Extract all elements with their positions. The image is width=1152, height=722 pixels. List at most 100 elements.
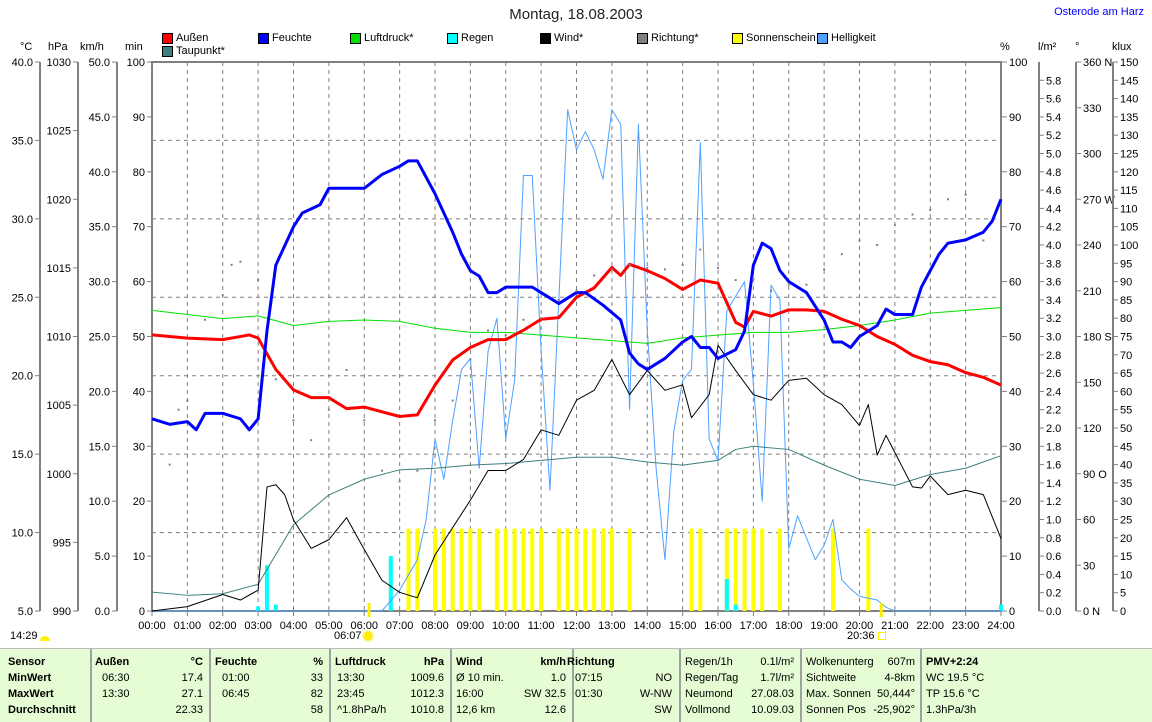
point-richtung: [292, 419, 295, 422]
stats-header-luftdruck: Luftdruck: [335, 656, 386, 668]
axis-label-lm2: 0.6: [1046, 551, 1061, 563]
stats-time: 06:45: [222, 688, 250, 700]
point-richtung: [929, 208, 932, 211]
point-richtung: [310, 439, 313, 442]
point-richtung: [734, 279, 737, 282]
stats-time: 06:30: [102, 672, 130, 684]
stats-header-wind-unit: km/h: [540, 656, 566, 668]
stats-header-sensor: Sensor: [8, 656, 46, 668]
bar-sonnenschein: [574, 528, 579, 611]
axis-label-lm2: 1.2: [1046, 496, 1061, 508]
x-tick-label: 09:00: [457, 620, 485, 632]
axis-label-C: 35.0: [12, 135, 33, 147]
point-richtung: [504, 333, 507, 336]
axis-label-hPa: 1005: [47, 400, 71, 412]
x-tick-label: 01:00: [174, 620, 202, 632]
legend-label: Luftdruck*: [364, 32, 414, 44]
axis-unit-min: min: [125, 41, 143, 53]
legend-item: Wind*: [540, 32, 583, 44]
legend-item: Luftdruck*: [350, 32, 414, 44]
axis-label-hPa: 1015: [47, 263, 71, 275]
sunset: 20:36: [847, 630, 886, 642]
axis-label-pct: 10: [1009, 551, 1021, 563]
axis-label-pct: 60: [1009, 277, 1021, 289]
point-richtung: [805, 283, 808, 286]
point-richtung: [274, 378, 277, 381]
sunset-time: 20:36: [847, 630, 875, 642]
axis-label-klux: 5: [1120, 588, 1126, 600]
legend-item: Sonnenschein: [732, 32, 816, 44]
axis-label-klux: 25: [1120, 515, 1132, 527]
stats-extra-value: 27.08.03: [751, 688, 794, 700]
point-richtung: [752, 277, 755, 280]
stats-time: ^1.8hPa/h: [337, 704, 387, 716]
point-richtung: [327, 408, 330, 411]
axis-label-kmh: 40.0: [89, 167, 110, 179]
stats-value: SW 32.5: [523, 688, 566, 700]
point-richtung: [663, 268, 666, 271]
bar-sonnenschein: [601, 528, 606, 611]
axis-label-klux: 135: [1120, 112, 1138, 124]
x-tick-label: 20:00: [846, 620, 874, 632]
point-richtung: [858, 239, 861, 242]
bar-sonnenschein: [521, 528, 526, 611]
axis-label-klux: 150: [1120, 57, 1138, 69]
axis-label-lm2: 5.0: [1046, 149, 1061, 161]
stats-extra-label: Sonnen Pos: [806, 704, 866, 716]
stats-value: 33: [310, 672, 323, 684]
x-tick-label: 06:00: [350, 620, 378, 632]
axis-label-kmh: 50.0: [89, 57, 110, 69]
bar-sonnenschein: [494, 528, 499, 611]
stats-time: Ø 10 min.: [456, 672, 504, 684]
bar-sonnenschein: [468, 528, 473, 611]
axis-label-lm2: 3.8: [1046, 258, 1061, 270]
axis-label-C: 20.0: [12, 371, 33, 383]
bar-sonnenschein: [433, 528, 437, 611]
axis-label-lm2: 4.0: [1046, 240, 1061, 252]
legend-swatch-icon: [162, 32, 173, 44]
axis-label-lm2: 2.2: [1046, 405, 1061, 417]
axis-label-kmh: 15.0: [89, 441, 110, 453]
stats-time: 13:30: [102, 688, 130, 700]
axis-label-klux: 35: [1120, 478, 1132, 490]
axis-label-min: 10: [133, 551, 145, 563]
stats-row-label: Durchschnitt: [8, 704, 76, 716]
location-link[interactable]: Osterode am Harz: [1054, 6, 1144, 18]
sun-icon: [363, 632, 372, 640]
axis-label-pct: 80: [1009, 167, 1021, 179]
axis-label-klux: 65: [1120, 368, 1132, 380]
point-richtung: [876, 244, 879, 246]
stats-extra-value: 1.7l/m²: [760, 672, 794, 684]
axis-label-klux: 50: [1120, 423, 1132, 435]
statistics-table: Sensor Außen °C Feuchte% Luftdruck hPa Wind km/…: [0, 648, 1152, 722]
x-tick-label: 04:00: [280, 620, 308, 632]
bar-sonnenschein: [592, 528, 597, 611]
point-richtung: [946, 198, 949, 201]
axis-label-hPa: 1020: [47, 194, 71, 206]
axis-label-deg: 60: [1083, 515, 1095, 527]
axis-label-pct: 50: [1009, 332, 1021, 344]
legend-swatch-icon: [817, 32, 828, 44]
sunrise: 06:07: [334, 630, 372, 642]
axis-label-klux: 120: [1120, 167, 1138, 179]
axis-label-pct: 70: [1009, 222, 1021, 234]
stats-time: 01:30: [575, 688, 603, 700]
stats-row-label: MaxWert: [8, 688, 54, 700]
stats-header-aussen-unit: °C: [190, 656, 203, 668]
axis-label-deg: 0 N: [1083, 606, 1100, 618]
axis-label-kmh: 35.0: [89, 222, 110, 234]
point-richtung: [186, 399, 189, 402]
point-richtung: [469, 358, 472, 361]
bar-sonnenschein: [441, 528, 446, 611]
axis-label-lm2: 0.2: [1046, 588, 1061, 600]
stats-extra-label: Regen/Tag: [685, 672, 739, 684]
x-tick-label: 17:00: [740, 620, 768, 632]
axis-label-hPa: 1000: [47, 469, 71, 481]
point-richtung: [380, 469, 383, 472]
stats-extra-label: Sichtweite: [806, 672, 857, 684]
axis-unit-deg: °: [1075, 41, 1080, 53]
legend-label: Regen: [461, 32, 494, 44]
axis-label-min: 0: [139, 606, 145, 618]
point-richtung: [451, 399, 454, 402]
x-tick-label: 22:00: [916, 620, 944, 632]
